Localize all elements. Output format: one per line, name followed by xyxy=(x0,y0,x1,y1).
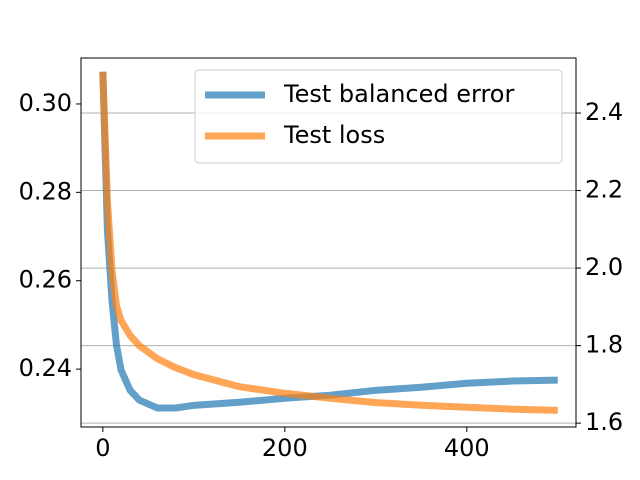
y2-tick-label: 2.2 xyxy=(585,176,623,204)
x-tick-label: 0 xyxy=(95,434,110,462)
series-line xyxy=(99,71,558,412)
y-tick-label: 0.30 xyxy=(19,89,72,117)
y2-tick-label: 2.0 xyxy=(585,253,623,281)
y2-tick-label: 2.4 xyxy=(585,98,623,126)
y-tick-label: 0.28 xyxy=(19,177,72,205)
x-tick-label: 400 xyxy=(444,434,490,462)
y2-tick-label: 1.6 xyxy=(585,408,623,436)
legend-label: Test loss xyxy=(283,121,385,149)
y2-tick-label: 1.8 xyxy=(585,331,623,359)
plot-frame xyxy=(80,57,577,428)
y-tick-label: 0.24 xyxy=(19,354,72,382)
legend-label: Test balanced error xyxy=(283,80,514,108)
legend-box xyxy=(194,69,563,164)
y-tick-label: 0.26 xyxy=(19,266,72,294)
series-line xyxy=(99,71,558,414)
x-tick-label: 200 xyxy=(262,434,308,462)
